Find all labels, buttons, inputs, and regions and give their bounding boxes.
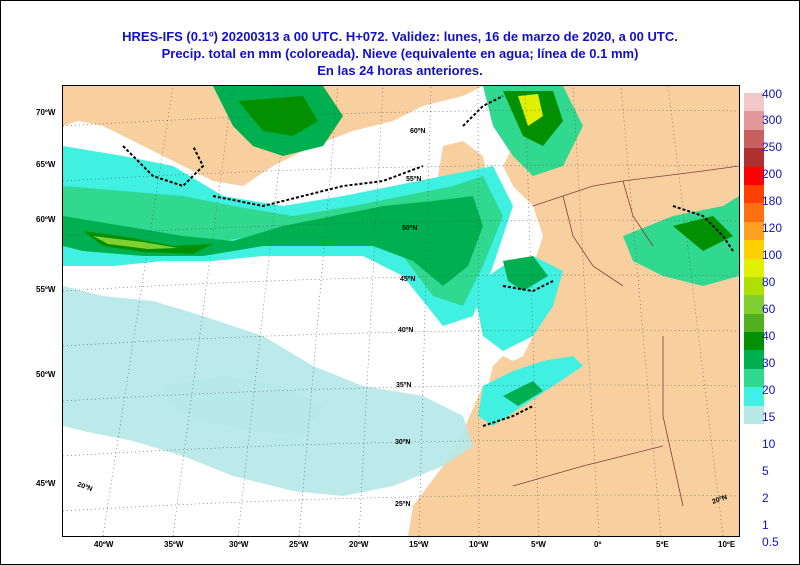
legend-label: 120 (762, 221, 783, 235)
title-line-3: En las 24 horas anteriores. (317, 63, 483, 78)
legend-swatch (744, 350, 764, 369)
precip-scandinavia-max (518, 94, 543, 126)
legend-label: 180 (762, 194, 783, 208)
map-canvas: 60ºN 55ºN 50ºN 45ºN 40ºN 35ºN 30ºN 25ºN … (63, 86, 739, 536)
inner-lat-label: 50ºN (402, 225, 417, 232)
inner-lat-label: 30ºN (395, 439, 410, 446)
bottom-axis-label: 15ºW (409, 540, 429, 549)
bottom-axis-label: 5ºE (656, 540, 669, 549)
legend-label: 100 (762, 248, 783, 262)
legend-swatch (744, 240, 764, 259)
legend-swatch (744, 387, 764, 406)
map-title: HRES-IFS (0.1º) 20200313 a 00 UTC. H+072… (0, 28, 800, 79)
legend-swatch (744, 221, 764, 241)
legend-label: 20 (762, 383, 776, 397)
country-borders (512, 165, 739, 507)
precip-band-yellow-green (93, 236, 178, 249)
legend-swatch (744, 276, 764, 296)
inner-lat-label: 35ºN (396, 382, 411, 389)
bottom-axis-label: 40ºW (94, 540, 114, 549)
legend-label: 0.5 (762, 535, 779, 549)
legend-swatch (744, 258, 764, 277)
left-axis-label: 65ºW (36, 160, 56, 169)
inner-lat-label: 40ºN (398, 327, 413, 334)
legend-label: 80 (762, 275, 776, 289)
left-axis-label: 45ºW (36, 479, 56, 488)
legend-label: 200 (762, 167, 783, 181)
legend-swatch (744, 184, 764, 204)
legend-label: 10 (762, 437, 776, 451)
title-line-2: Precip. total en mm (coloreada). Nieve (… (161, 46, 639, 61)
left-axis-label: 70ºW (36, 108, 56, 117)
snow-lines (122, 95, 734, 427)
bottom-axis-label: 0º (594, 540, 602, 549)
snow-line-iceland (212, 165, 424, 208)
left-axis-label: 50ºW (36, 370, 56, 379)
legend-swatch (744, 368, 764, 388)
legend-label: 250 (762, 140, 783, 154)
legend-label: 40 (762, 329, 776, 343)
inner-lat-label: 45ºN (400, 276, 415, 283)
graticule (63, 86, 739, 536)
legend-label: 1 (762, 518, 769, 532)
precip-atlas-strong (503, 381, 543, 406)
left-axis-label: 60ºW (36, 215, 56, 224)
snow-line-alps-balkans (672, 205, 734, 252)
legend-swatch (744, 332, 764, 351)
legend-label: 60 (762, 302, 776, 316)
legend-swatch (744, 129, 764, 149)
precipitation-map: 60ºN 55ºN 50ºN 45ºN 40ºN 35ºN 30ºN 25ºN … (62, 85, 740, 537)
bottom-axis-label: 20ºW (349, 540, 369, 549)
graticule-lon-25w (298, 86, 339, 536)
inner-lat-label: 25ºN (395, 501, 410, 508)
bottom-axis-label: 25ºW (289, 540, 309, 549)
border-line-2 (562, 195, 624, 287)
legend-label: 300 (762, 113, 783, 127)
legend-label: 5 (762, 464, 769, 478)
inner-lat-label: 60ºN (410, 128, 425, 135)
precip-mediterranean-strong (673, 216, 733, 251)
legend-swatch (744, 148, 764, 167)
inner-corner-label-left: 20ºN (76, 481, 93, 493)
legend-label: 30 (762, 356, 776, 370)
legend-swatch (744, 295, 764, 314)
precip-iberia-strong (503, 256, 548, 291)
precip-light-cyan-2 (163, 376, 323, 436)
border-line-3 (622, 180, 654, 247)
bottom-axis-label: 5ºW (531, 540, 546, 549)
legend-label: 15 (762, 410, 776, 424)
precip-band-dark (83, 231, 213, 254)
inner-lat-label: 55ºN (406, 176, 421, 183)
bottom-axis-label: 10ºW (469, 540, 489, 549)
legend-label: 2 (762, 491, 769, 505)
legend-swatch (744, 405, 764, 425)
bottom-axis-label: 10ºE (718, 540, 736, 549)
border-line-4 (662, 336, 684, 507)
bottom-axis-label: 35ºW (164, 540, 184, 549)
legend-swatch (744, 111, 764, 130)
precip-legend (744, 93, 764, 425)
graticule-lon-5e (620, 86, 662, 536)
border-line-5 (512, 445, 664, 487)
legend-swatch (744, 203, 764, 222)
snow-line-atlas (482, 405, 534, 427)
precip-band-green (63, 196, 483, 286)
snow-line-iberia (502, 280, 554, 293)
legend-swatch (744, 313, 764, 333)
title-line-1: HRES-IFS (0.1º) 20200313 a 00 UTC. H+072… (122, 29, 678, 44)
legend-swatch (744, 93, 764, 112)
left-axis-label: 55ºW (36, 285, 56, 294)
legend-swatch (744, 166, 764, 185)
bottom-axis-label: 30ºW (229, 540, 249, 549)
precip-greenland-dark (238, 96, 318, 136)
inner-corner-label-right: 20ºN (711, 494, 728, 506)
legend-label: 400 (762, 87, 783, 101)
